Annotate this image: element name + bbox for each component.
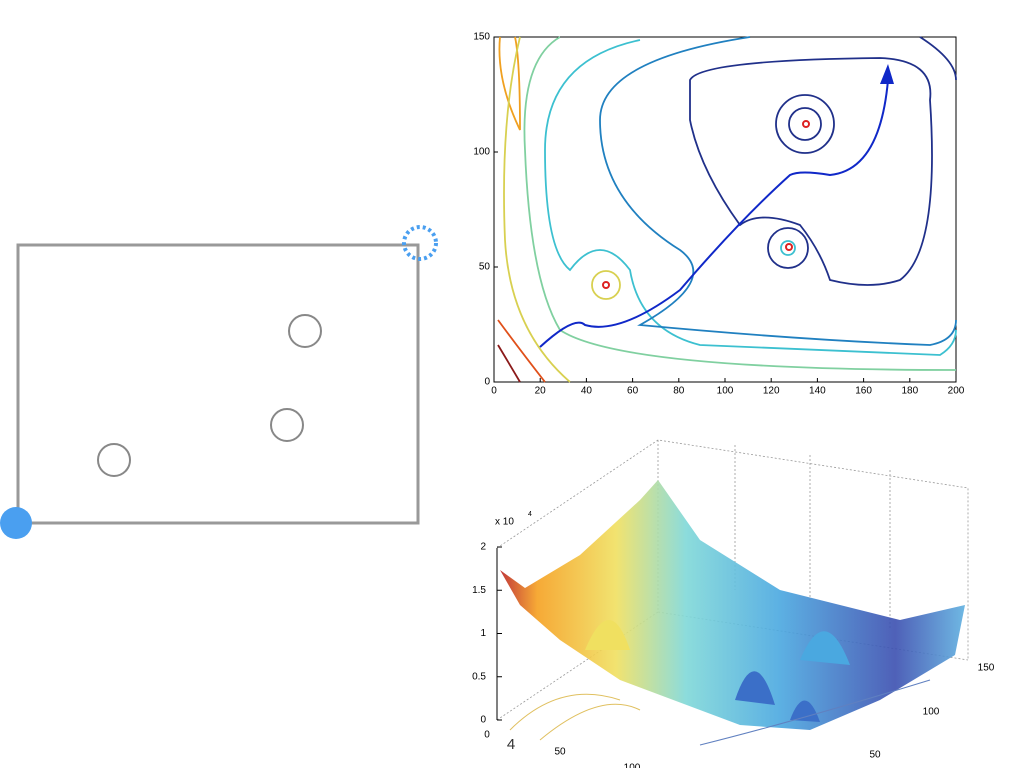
diagram <box>0 225 438 539</box>
x-tick-label: 0 <box>484 730 490 741</box>
y-tick-label: 100 <box>473 147 490 158</box>
path-arrow <box>880 64 894 84</box>
obstacle <box>270 408 304 442</box>
surface-peak <box>585 620 630 650</box>
z-tick-label: 1.5 <box>472 585 486 596</box>
start-point <box>0 507 32 539</box>
contour <box>503 36 571 383</box>
obstacle-center <box>602 281 610 289</box>
floor-contour <box>509 693 641 741</box>
x-tick-label: 60 <box>627 386 639 397</box>
page-number: 4 <box>507 736 515 753</box>
x-tick-label: 40 <box>581 386 593 397</box>
x-tick-label: 50 <box>554 747 566 758</box>
surface-peak <box>790 700 820 722</box>
field-box <box>16 243 420 525</box>
contour <box>788 107 822 141</box>
x-tick-label: 160 <box>855 386 872 397</box>
contour <box>767 227 809 269</box>
goal-point <box>402 225 438 261</box>
x-tick-label: 180 <box>901 386 918 397</box>
z-tick-label: 1 <box>480 628 486 639</box>
exponent: 4 <box>528 511 532 518</box>
surface-plot: 0 0.5 1 1.5 2 0 50 100 50 100 150 <box>472 439 995 768</box>
contour <box>599 36 957 346</box>
x-tick-label: 100 <box>717 386 734 397</box>
x-tick-label: 0 <box>491 386 497 397</box>
y-tick-label: 50 <box>479 262 491 273</box>
surface-peak <box>735 671 775 705</box>
contour <box>497 319 546 383</box>
contour-plot: 0 20 40 60 80 100 120 140 160 180 200 0 50 100 150 <box>473 32 964 397</box>
obstacle-center <box>802 120 810 128</box>
contour <box>523 36 957 371</box>
contour <box>780 240 796 256</box>
y-tick-label: 100 <box>923 707 940 718</box>
floor-contour <box>699 679 931 746</box>
surface <box>500 480 965 730</box>
obstacle <box>288 314 322 348</box>
exponent-base: x 10 <box>495 517 514 528</box>
x-tick-label: 120 <box>763 386 780 397</box>
obstacle <box>97 443 131 477</box>
contour <box>498 36 521 131</box>
y-tick-label: 150 <box>473 32 490 43</box>
z-tick-label: 0.5 <box>472 671 486 682</box>
contour <box>497 344 521 383</box>
path-line <box>539 79 889 348</box>
z-tick-label: 2 <box>480 542 486 553</box>
x-tick-label: 200 <box>948 386 965 397</box>
obstacle-center <box>785 243 793 251</box>
x-tick-label: 140 <box>809 386 826 397</box>
y-tick-label: 0 <box>484 377 490 388</box>
contour <box>689 36 957 286</box>
contour <box>775 94 835 154</box>
x-tick-label: 20 <box>535 386 547 397</box>
contour <box>544 39 957 356</box>
y-tick-label: 50 <box>869 750 881 761</box>
z-tick-label: 0 <box>480 715 486 726</box>
surface-peak <box>800 631 850 665</box>
contour <box>591 270 621 300</box>
x-tick-label: 80 <box>673 386 685 397</box>
y-tick-label: 150 <box>978 663 995 674</box>
x-tick-label: 100 <box>624 763 641 768</box>
